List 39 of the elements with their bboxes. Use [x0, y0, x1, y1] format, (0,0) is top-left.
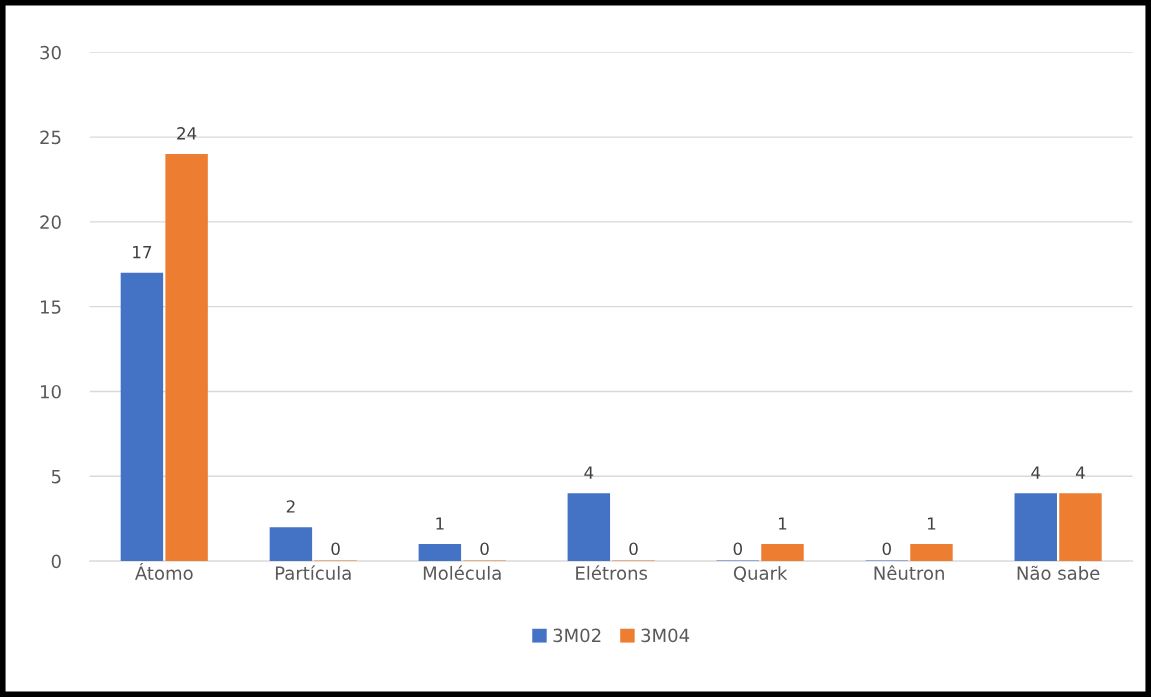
y-tick-label: 25 — [40, 130, 61, 145]
x-tick-label: Não sabe — [1017, 565, 1100, 580]
x-tick-label: Partícula — [275, 565, 351, 580]
y-tick-label: 15 — [41, 300, 61, 314]
x-tick-label: Elétrons — [576, 565, 648, 580]
y-tick-label: 0 — [51, 554, 61, 569]
bar — [567, 493, 611, 562]
y-tick-label: 10 — [41, 384, 61, 399]
bar — [1014, 493, 1057, 562]
data-label: 1 — [436, 517, 444, 530]
data-label: 4 — [1031, 466, 1041, 479]
y-tick-label: 5 — [51, 469, 61, 484]
data-label: 0 — [480, 542, 489, 556]
data-label: 17 — [133, 246, 152, 259]
bar — [761, 544, 804, 562]
data-label: 2 — [286, 500, 295, 513]
data-label: 0 — [882, 542, 891, 556]
x-tick-label: Molécula — [423, 565, 501, 580]
bar — [1059, 493, 1102, 562]
data-label: 0 — [331, 542, 340, 556]
y-tick-label: 30 — [40, 45, 61, 60]
data-label: 1 — [779, 517, 787, 530]
data-label: 0 — [629, 542, 638, 556]
legend-label: 3M04 — [641, 628, 690, 643]
bar — [418, 544, 462, 562]
data-label: 4 — [1075, 466, 1085, 479]
bar — [165, 154, 208, 562]
x-tick-label: Nêutron — [874, 565, 944, 580]
data-label: 1 — [928, 517, 936, 530]
bar — [910, 544, 953, 562]
x-tick-label: Átomo — [135, 562, 193, 580]
data-label: 24 — [177, 127, 197, 140]
data-label: 4 — [584, 466, 594, 479]
x-tick-label: Quark — [733, 565, 788, 582]
bar — [120, 272, 164, 562]
data-label: 0 — [733, 542, 742, 556]
y-tick-label: 20 — [40, 215, 61, 229]
bar — [269, 527, 313, 562]
legend-label: 3M02 — [553, 628, 601, 643]
